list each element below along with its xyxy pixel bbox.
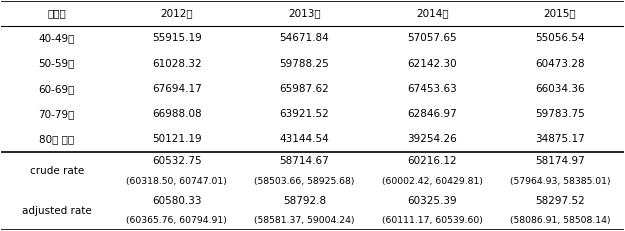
Text: 65987.62: 65987.62 xyxy=(279,84,329,94)
Text: 59783.75: 59783.75 xyxy=(535,109,585,119)
Text: 2013년: 2013년 xyxy=(288,8,321,18)
Text: 60532.75: 60532.75 xyxy=(152,156,201,166)
Text: 61028.32: 61028.32 xyxy=(152,59,201,69)
Text: 60580.33: 60580.33 xyxy=(152,196,201,206)
Text: (60365.76, 60794.91): (60365.76, 60794.91) xyxy=(126,216,227,225)
Text: 60325.39: 60325.39 xyxy=(408,196,457,206)
Text: 43144.54: 43144.54 xyxy=(279,134,329,144)
Text: 58297.52: 58297.52 xyxy=(535,196,585,206)
Text: (60002.42, 60429.81): (60002.42, 60429.81) xyxy=(382,177,482,185)
Text: (60318.50, 60747.01): (60318.50, 60747.01) xyxy=(126,177,227,185)
Text: (57964.93, 58385.01): (57964.93, 58385.01) xyxy=(509,177,610,185)
Text: 58174.97: 58174.97 xyxy=(535,156,585,166)
Text: 54671.84: 54671.84 xyxy=(279,33,329,43)
Text: (58086.91, 58508.14): (58086.91, 58508.14) xyxy=(509,216,610,225)
Text: 60216.12: 60216.12 xyxy=(408,156,457,166)
Text: 55915.19: 55915.19 xyxy=(152,33,202,43)
Text: 39254.26: 39254.26 xyxy=(408,134,457,144)
Text: 66034.36: 66034.36 xyxy=(535,84,584,94)
Text: adjusted rate: adjusted rate xyxy=(22,206,92,216)
Text: 66988.08: 66988.08 xyxy=(152,109,201,119)
Text: 67694.17: 67694.17 xyxy=(152,84,202,94)
Text: 50121.19: 50121.19 xyxy=(152,134,201,144)
Text: 62846.97: 62846.97 xyxy=(408,109,457,119)
Text: 2015년: 2015년 xyxy=(544,8,576,18)
Text: 57057.65: 57057.65 xyxy=(408,33,457,43)
Text: 58792.8: 58792.8 xyxy=(283,196,326,206)
Text: (60111.17, 60539.60): (60111.17, 60539.60) xyxy=(382,216,482,225)
Text: 58714.67: 58714.67 xyxy=(279,156,329,166)
Text: 63921.52: 63921.52 xyxy=(279,109,329,119)
Text: 연령대: 연령대 xyxy=(48,8,66,18)
Text: (58581.37, 59004.24): (58581.37, 59004.24) xyxy=(254,216,354,225)
Text: 40-49세: 40-49세 xyxy=(39,33,75,43)
Text: 60-69세: 60-69세 xyxy=(39,84,75,94)
Text: 62142.30: 62142.30 xyxy=(408,59,457,69)
Text: 2014년: 2014년 xyxy=(416,8,449,18)
Text: 34875.17: 34875.17 xyxy=(535,134,585,144)
Text: 80세 이상: 80세 이상 xyxy=(39,134,74,144)
Text: 70-79세: 70-79세 xyxy=(39,109,75,119)
Text: 50-59세: 50-59세 xyxy=(39,59,75,69)
Text: 60473.28: 60473.28 xyxy=(535,59,584,69)
Text: 55056.54: 55056.54 xyxy=(535,33,584,43)
Text: crude rate: crude rate xyxy=(29,166,84,176)
Text: (58503.66, 58925.68): (58503.66, 58925.68) xyxy=(254,177,354,185)
Text: 2012년: 2012년 xyxy=(161,8,193,18)
Text: 59788.25: 59788.25 xyxy=(279,59,329,69)
Text: 67453.63: 67453.63 xyxy=(408,84,457,94)
